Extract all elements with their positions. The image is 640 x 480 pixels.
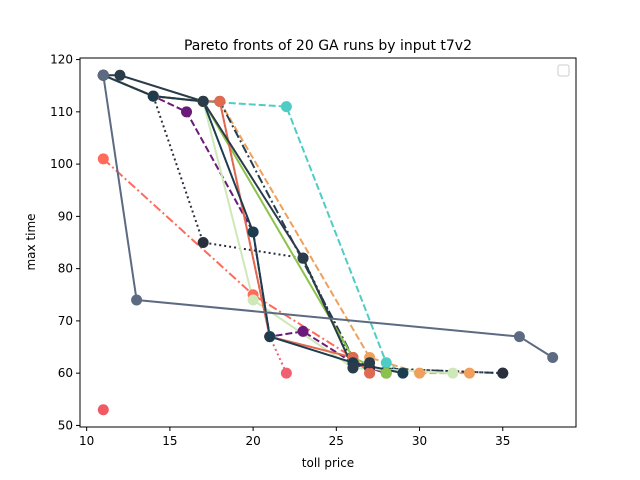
x-tick-label: 30 bbox=[412, 434, 427, 448]
series-4-point-3 bbox=[197, 237, 209, 248]
series-line-13 bbox=[102, 75, 554, 359]
y-axis: 50 60 70 80 90 100 110 120 bbox=[50, 53, 80, 432]
series-13-point-3 bbox=[513, 331, 525, 343]
series-11-point-7 bbox=[397, 367, 409, 379]
y-tick-label: 50 bbox=[58, 418, 73, 432]
x-tick-label: 15 bbox=[162, 434, 177, 448]
y-axis-label: max time bbox=[24, 213, 38, 270]
series-8-point-5 bbox=[380, 367, 392, 379]
series-line-12 bbox=[103, 74, 370, 369]
plot-frame bbox=[79, 57, 577, 428]
series-1-point-7 bbox=[463, 367, 475, 379]
series-12-point-3 bbox=[197, 95, 209, 107]
x-tick-label: 20 bbox=[245, 434, 260, 448]
y-tick-label: 70 bbox=[58, 314, 73, 328]
series-line-10 bbox=[102, 74, 371, 374]
y-tick-label: 90 bbox=[58, 209, 73, 223]
series-5-point-3 bbox=[181, 106, 193, 118]
series-line-1 bbox=[102, 74, 470, 375]
series-10-point-4 bbox=[214, 95, 226, 107]
series-14-point-1 bbox=[97, 404, 109, 416]
chart-title: Pareto fronts of 20 GA runs by input t7v… bbox=[184, 38, 472, 54]
x-axis-label: toll price bbox=[302, 456, 354, 470]
series-1-point-6 bbox=[414, 367, 426, 379]
y-tick-label: 110 bbox=[50, 105, 73, 119]
series-4-point-7 bbox=[497, 367, 509, 379]
legend-box bbox=[557, 64, 570, 77]
x-axis: 10 15 20 25 30 35 bbox=[79, 427, 510, 448]
series-9-point-4 bbox=[247, 294, 259, 306]
plot-points bbox=[97, 69, 559, 416]
y-tick-label: 60 bbox=[58, 366, 73, 380]
series-12-point-5 bbox=[347, 362, 359, 374]
y-tick-label: 100 bbox=[50, 157, 73, 171]
series-11-point-2 bbox=[147, 90, 159, 102]
series-line-5 bbox=[102, 74, 387, 375]
series-13-point-2 bbox=[131, 294, 143, 306]
x-tick-label: 35 bbox=[495, 434, 510, 448]
series-line-2 bbox=[102, 74, 404, 375]
x-tick-label: 10 bbox=[79, 434, 94, 448]
plot-lines bbox=[102, 74, 554, 375]
series-line-6 bbox=[102, 74, 288, 374]
y-tick-label: 80 bbox=[58, 262, 73, 276]
series-6-point-6 bbox=[280, 367, 292, 379]
series-12-point-4 bbox=[297, 252, 309, 264]
x-tick-label: 25 bbox=[329, 434, 344, 448]
series-line-8 bbox=[102, 74, 387, 375]
series-11-point-4 bbox=[247, 226, 259, 238]
series-10-point-7 bbox=[364, 367, 376, 379]
series-11-point-5 bbox=[264, 331, 276, 343]
series-9-point-6 bbox=[447, 367, 459, 379]
series-2-point-4 bbox=[280, 101, 292, 113]
series-7-point-1 bbox=[97, 153, 109, 165]
series-line-9 bbox=[102, 74, 453, 375]
series-line-11 bbox=[102, 74, 404, 375]
series-13-point-4 bbox=[547, 351, 559, 363]
series-12-point-6 bbox=[364, 357, 376, 369]
series-12-point-2 bbox=[114, 69, 126, 81]
y-tick-label: 120 bbox=[50, 53, 73, 67]
series-13-point-1 bbox=[97, 69, 109, 81]
series-2-point-5 bbox=[380, 357, 392, 369]
series-5-point-6 bbox=[297, 325, 309, 337]
